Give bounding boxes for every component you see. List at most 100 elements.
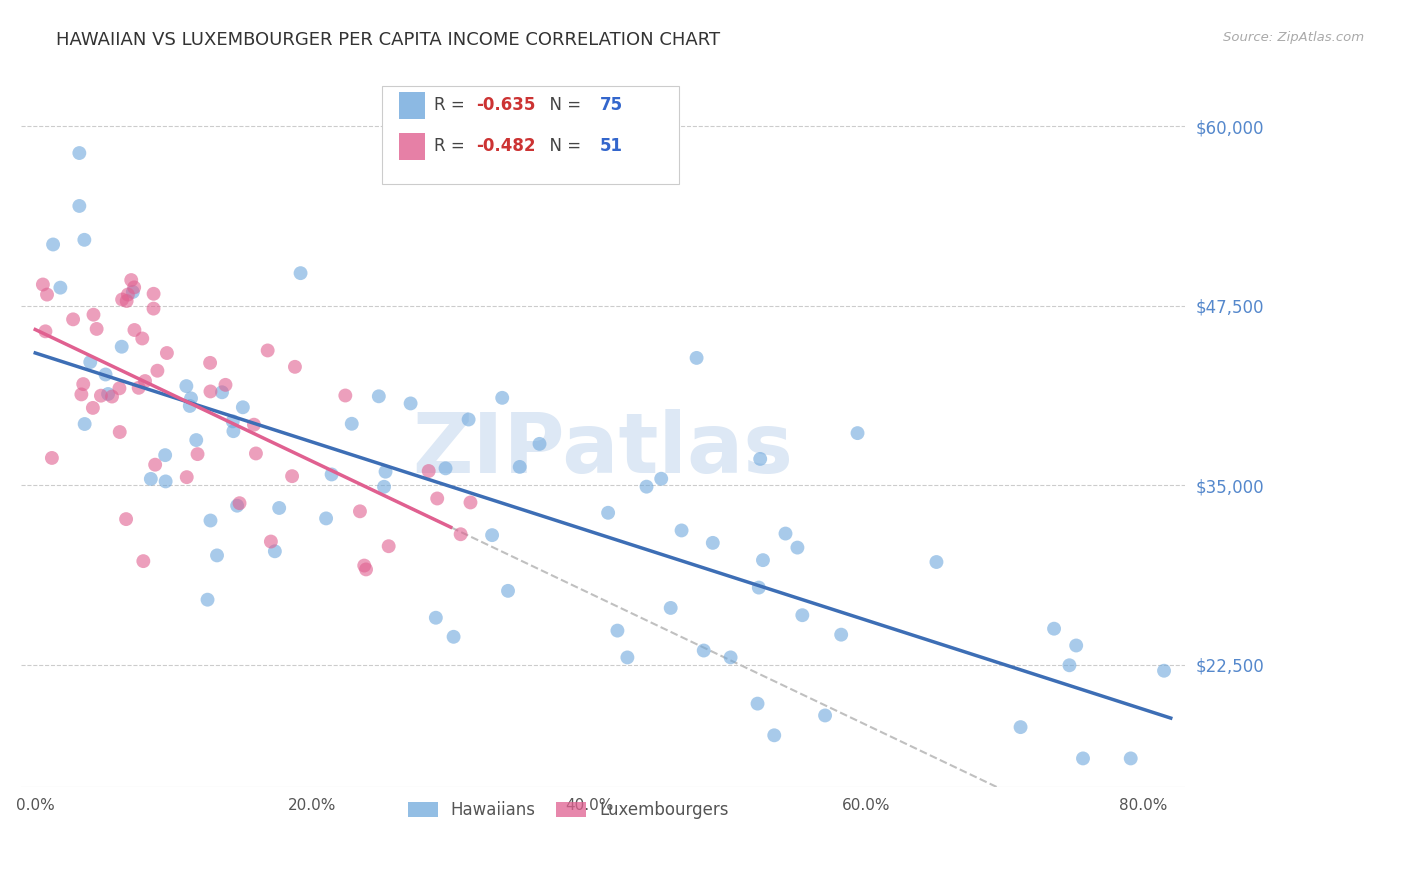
Point (636, 480, 658, 494)
Text: -0.482: -0.482 (477, 137, 536, 155)
Point (211, 385, 233, 400)
Point (94, 368, 117, 382)
Point (41, 450, 63, 465)
Point (752, 553, 775, 567)
Point (70, 387, 93, 401)
Point (457, 412, 479, 426)
Point (340, 417, 363, 431)
Point (82, 308, 104, 322)
Point (1153, 664, 1175, 678)
Point (186, 447, 208, 461)
Point (315, 511, 337, 525)
Point (335, 388, 357, 402)
Point (243, 417, 266, 432)
Point (1064, 639, 1087, 653)
Point (122, 280, 145, 294)
Point (226, 499, 249, 513)
Point (450, 527, 472, 541)
Point (925, 555, 948, 569)
Point (79, 355, 101, 369)
Text: -0.635: -0.635 (477, 96, 536, 114)
Point (775, 526, 797, 541)
Point (111, 340, 134, 354)
Text: 51: 51 (599, 137, 623, 155)
Point (111, 293, 134, 307)
Point (616, 650, 638, 665)
Point (693, 643, 716, 657)
Point (367, 389, 389, 403)
Text: ZIPatlas: ZIPatlas (412, 409, 793, 490)
Point (269, 500, 291, 515)
Point (176, 470, 198, 484)
Point (67, 199, 90, 213)
Point (814, 708, 837, 723)
Point (198, 356, 221, 370)
Point (496, 583, 519, 598)
Point (256, 343, 278, 358)
Point (650, 472, 672, 486)
Point (763, 728, 786, 742)
Point (117, 287, 139, 301)
Point (131, 331, 153, 345)
Point (124, 323, 146, 337)
Point (142, 301, 165, 316)
Point (115, 512, 138, 526)
Point (228, 496, 250, 510)
Point (222, 414, 245, 428)
Point (685, 351, 707, 365)
Point (786, 541, 808, 555)
Point (509, 459, 531, 474)
Point (606, 624, 628, 638)
Point (281, 469, 304, 483)
Point (321, 467, 343, 482)
Point (245, 446, 267, 460)
Point (82, 401, 104, 415)
Point (702, 536, 724, 550)
Point (205, 549, 228, 563)
Point (146, 364, 169, 378)
Point (748, 581, 770, 595)
Text: N =: N = (538, 96, 586, 114)
Point (290, 266, 312, 280)
Point (846, 426, 869, 441)
Point (67, 146, 90, 161)
Point (139, 472, 162, 486)
Point (200, 514, 222, 528)
FancyBboxPatch shape (399, 133, 425, 161)
Point (749, 451, 772, 466)
Point (747, 697, 769, 711)
Point (176, 379, 198, 393)
Point (720, 650, 742, 665)
Point (263, 544, 285, 558)
Point (73, 417, 96, 431)
Point (42, 237, 65, 252)
Point (232, 401, 254, 415)
Legend: Hawaiians, Luxembourgers: Hawaiians, Luxembourgers (401, 794, 735, 826)
Text: R =: R = (434, 96, 471, 114)
Point (443, 630, 465, 644)
Point (491, 391, 513, 405)
Point (418, 464, 440, 478)
Point (830, 628, 852, 642)
Point (529, 437, 551, 451)
Point (121, 285, 143, 299)
Point (349, 504, 371, 518)
Point (399, 396, 422, 410)
Point (120, 273, 142, 287)
Point (284, 359, 307, 374)
Point (671, 524, 693, 538)
Point (115, 293, 138, 308)
Point (373, 480, 395, 494)
Point (101, 390, 124, 404)
Point (179, 399, 201, 413)
FancyBboxPatch shape (399, 92, 425, 119)
Point (1071, 751, 1094, 765)
Point (35, 287, 58, 301)
Point (49, 280, 72, 294)
Point (374, 465, 396, 479)
Point (134, 374, 156, 388)
Point (142, 286, 165, 301)
Point (72, 377, 94, 392)
Point (97, 387, 120, 401)
Point (659, 601, 682, 615)
